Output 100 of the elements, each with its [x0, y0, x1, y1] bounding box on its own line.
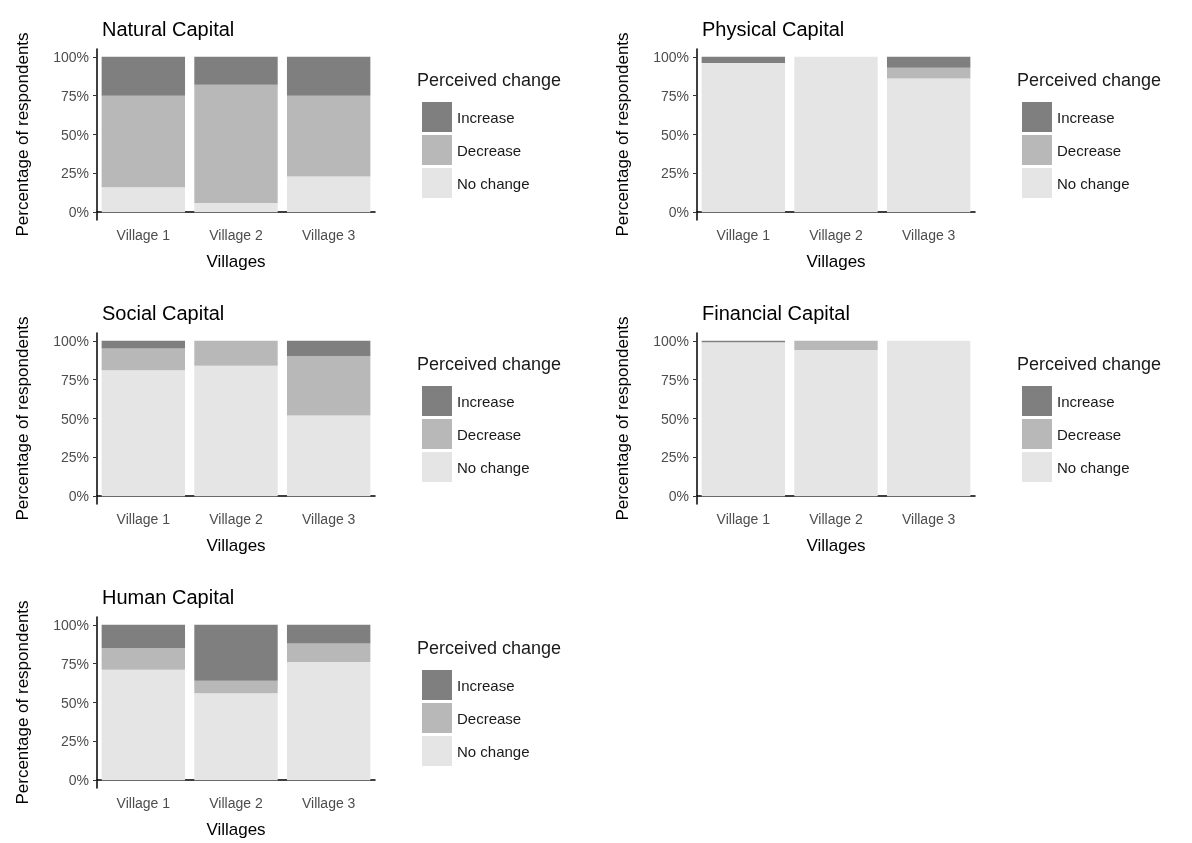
y-tick-label: 50%	[60, 694, 89, 711]
bar	[794, 350, 878, 497]
y-tick-label: 0%	[668, 204, 689, 221]
y-tick-label: 50%	[660, 126, 689, 143]
bar	[701, 62, 786, 213]
y-tick-label: 75%	[660, 87, 689, 104]
bar	[286, 624, 371, 644]
y-tick-label: 0%	[68, 772, 89, 789]
y-tick-label: 75%	[60, 655, 89, 672]
y-tick-label: 100%	[53, 332, 89, 349]
legend-label: Decrease	[457, 425, 522, 443]
legend-label: Decrease	[457, 141, 522, 159]
bar	[886, 78, 971, 213]
y-tick-label: 25%	[60, 165, 89, 182]
bar	[194, 84, 278, 203]
chart-title: Financial Capital	[702, 302, 850, 324]
legend-title: Perceived change	[417, 638, 562, 658]
bar	[886, 340, 971, 497]
x-tick-label: Village 1	[116, 227, 171, 243]
y-tick-label: 50%	[660, 410, 689, 427]
y-tick-label: 25%	[660, 449, 689, 466]
bar	[701, 342, 786, 497]
legend-label: No change	[457, 174, 530, 192]
y-tick-label: 0%	[68, 204, 89, 221]
x-tick-label: Village 2	[809, 511, 863, 527]
x-axis-title: Villages	[206, 536, 266, 555]
y-tick-label: 100%	[653, 332, 689, 349]
bar	[101, 624, 186, 649]
bar	[101, 370, 186, 497]
y-axis-title: Percentage of respondents	[613, 32, 632, 237]
legend-label: No change	[1057, 174, 1130, 192]
legend-title: Perceived change	[417, 354, 562, 374]
bar	[886, 67, 971, 79]
legend-label: Increase	[457, 392, 515, 410]
x-tick-label: Village 2	[209, 227, 263, 243]
x-tick-label: Village 1	[716, 511, 771, 527]
y-tick-label: 100%	[653, 48, 689, 65]
y-tick-label: 0%	[668, 488, 689, 505]
legend-title: Perceived change	[417, 70, 562, 90]
legend-label: Decrease	[457, 709, 522, 727]
y-tick-label: 25%	[60, 733, 89, 750]
x-tick-label: Village 1	[116, 795, 171, 811]
legend-title: Perceived change	[1017, 70, 1162, 90]
bar	[194, 680, 278, 694]
y-axis-title: Percentage of respondents	[13, 32, 32, 237]
legend-label: Decrease	[1057, 425, 1122, 443]
bar	[101, 348, 186, 371]
legend-label: Increase	[1057, 108, 1115, 126]
bar	[794, 56, 878, 213]
legend-label: Increase	[1057, 392, 1115, 410]
x-tick-label: Village 3	[901, 227, 956, 243]
bar	[701, 56, 786, 63]
bar	[286, 340, 371, 357]
y-axis-title: Percentage of respondents	[613, 316, 632, 521]
bar	[194, 202, 278, 213]
bar	[101, 95, 186, 188]
bar	[886, 56, 971, 68]
chart-title: Human Capital	[102, 586, 235, 608]
y-tick-label: 100%	[53, 48, 89, 65]
x-tick-label: Village 3	[301, 795, 356, 811]
bar	[286, 662, 371, 781]
bar	[101, 56, 186, 96]
legend-label: No change	[457, 458, 530, 476]
chart-title: Social Capital	[102, 302, 225, 324]
x-axis-title: Villages	[806, 536, 866, 555]
bar	[101, 669, 186, 781]
y-tick-label: 0%	[68, 488, 89, 505]
bar	[194, 365, 278, 497]
y-tick-label: 75%	[660, 371, 689, 388]
legend-label: No change	[1057, 458, 1130, 476]
y-tick-label: 50%	[60, 126, 89, 143]
y-tick-label: 75%	[60, 87, 89, 104]
y-tick-label: 50%	[60, 410, 89, 427]
x-tick-label: Village 3	[301, 511, 356, 527]
chart-title: Physical Capital	[702, 18, 845, 40]
bar	[286, 176, 371, 213]
bar	[286, 356, 371, 416]
bar	[194, 693, 278, 781]
y-tick-label: 100%	[53, 616, 89, 633]
x-axis-title: Villages	[206, 252, 266, 271]
bar	[794, 340, 878, 351]
y-tick-label: 75%	[60, 371, 89, 388]
legend-label: Increase	[457, 108, 515, 126]
bar	[101, 187, 186, 213]
bar	[286, 56, 371, 96]
y-tick-label: 25%	[660, 165, 689, 182]
legend-title: Perceived change	[1017, 354, 1162, 374]
x-tick-label: Village 2	[209, 511, 263, 527]
y-axis-title: Percentage of respondents	[13, 600, 32, 805]
x-tick-label: Village 1	[716, 227, 771, 243]
bar	[194, 56, 278, 85]
x-tick-label: Village 3	[901, 511, 956, 527]
chart-title: Natural Capital	[102, 18, 235, 40]
bar	[286, 643, 371, 663]
x-axis-title: Villages	[206, 820, 266, 839]
x-tick-label: Village 2	[209, 795, 263, 811]
x-tick-label: Village 3	[301, 227, 356, 243]
bar	[194, 340, 278, 366]
bar	[101, 340, 186, 349]
x-tick-label: Village 2	[809, 227, 863, 243]
